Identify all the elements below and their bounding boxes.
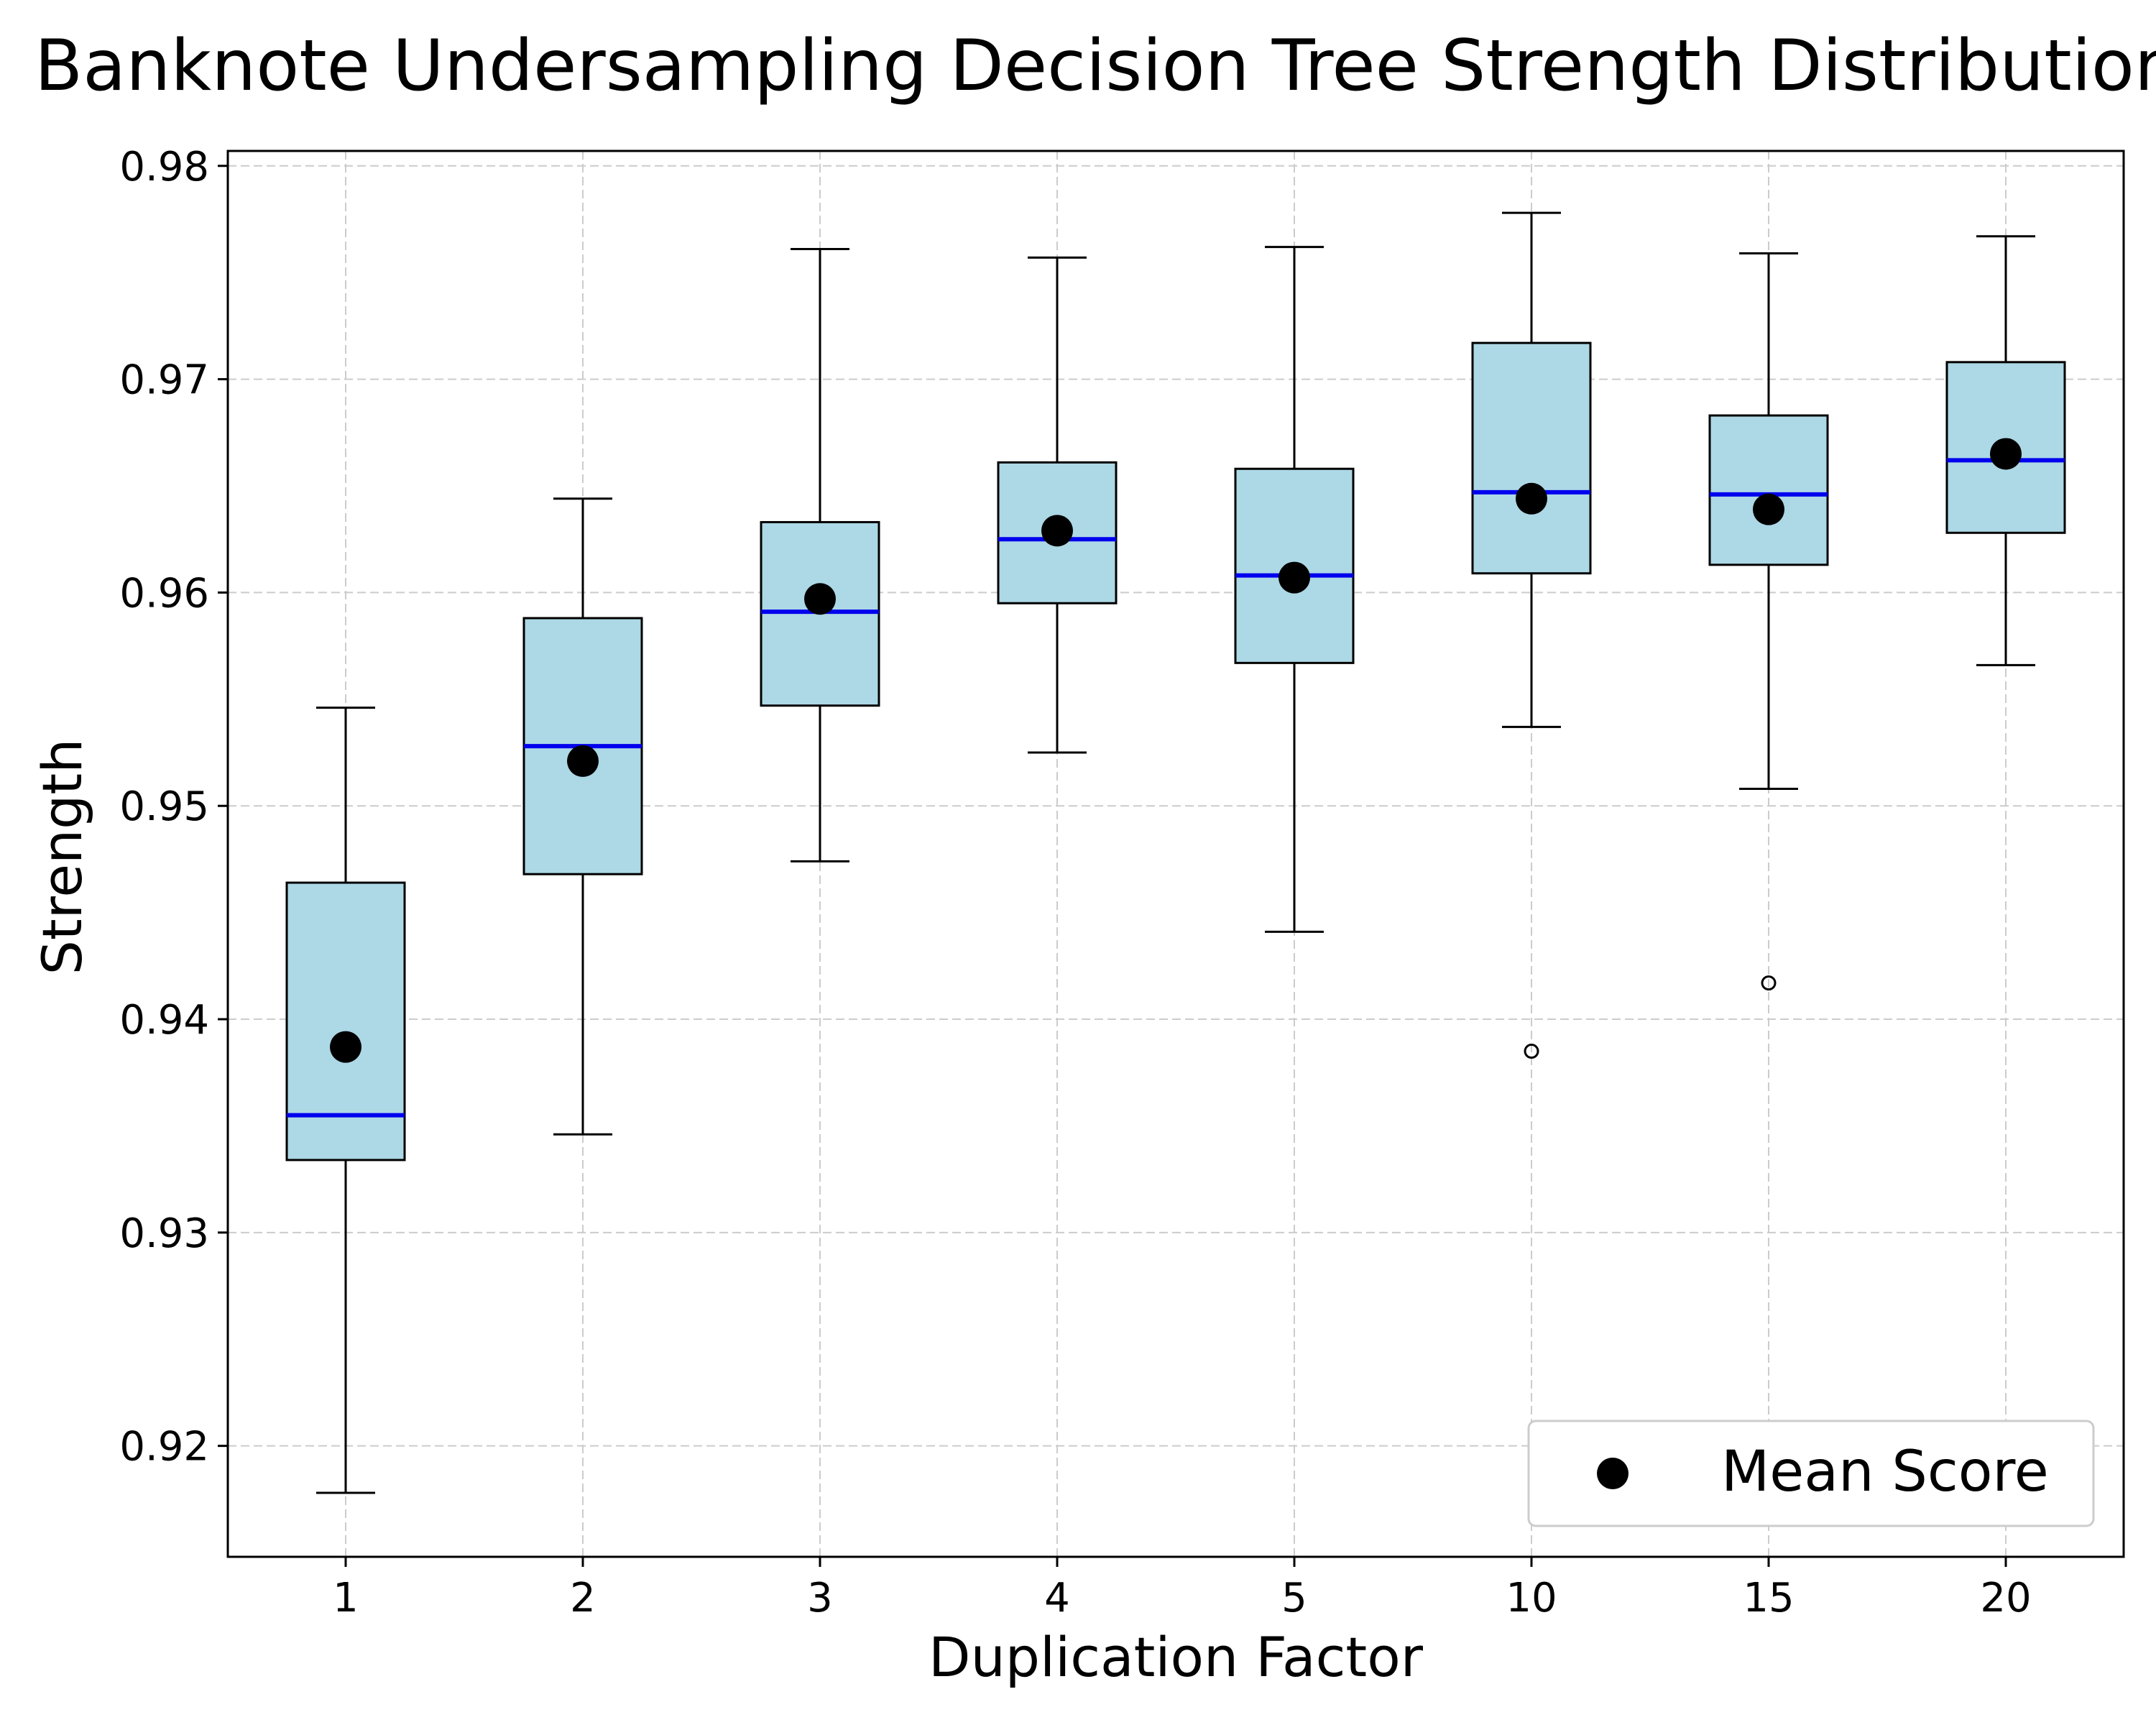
x-tick-label: 15 xyxy=(1743,1575,1794,1622)
legend-mean-marker xyxy=(1597,1458,1628,1489)
x-tick-label: 3 xyxy=(807,1575,833,1622)
box-group-1 xyxy=(285,707,406,1494)
y-tick-label: 0.98 xyxy=(119,144,209,190)
mean-marker xyxy=(1516,482,1547,515)
x-axis-title: Duplication Factor xyxy=(929,1625,1424,1689)
chart-title: Banknote Undersampling Decision Tree Str… xyxy=(34,25,2156,107)
box-group-2 xyxy=(522,497,643,1136)
legend-label: Mean Score xyxy=(1721,1440,2049,1504)
x-tick-label: 5 xyxy=(1281,1575,1307,1622)
y-tick-label: 0.97 xyxy=(119,357,209,404)
x-tick-label: 20 xyxy=(1980,1575,2031,1622)
x-tick-label: 4 xyxy=(1044,1575,1070,1622)
box-iqr xyxy=(1708,414,1829,566)
mean-marker xyxy=(1279,561,1310,594)
x-tick-label: 10 xyxy=(1506,1575,1557,1622)
y-tick-label: 0.95 xyxy=(119,783,209,830)
grid-layer xyxy=(228,151,2124,1557)
box-group-3 xyxy=(760,248,880,862)
x-tick-label: 2 xyxy=(570,1575,596,1622)
mean-marker xyxy=(567,745,599,777)
outlier-point xyxy=(1761,975,1777,991)
mean-marker xyxy=(1990,438,2022,470)
box-iqr xyxy=(285,881,406,1162)
y-tick-label: 0.94 xyxy=(119,997,209,1044)
y-tick-label: 0.93 xyxy=(119,1210,209,1257)
box-iqr xyxy=(1471,341,1592,575)
box-group-5 xyxy=(1234,246,1355,933)
box-group-4 xyxy=(997,256,1118,754)
x-axis: 1 2 3 4 5 10 15 20 xyxy=(333,1557,2032,1622)
y-axis-title: Strength xyxy=(30,739,94,975)
mean-marker xyxy=(1753,493,1784,525)
x-tick-label: 1 xyxy=(333,1575,359,1622)
outlier-point xyxy=(1524,1044,1539,1059)
box-group-15 xyxy=(1708,252,1829,991)
mean-marker xyxy=(330,1031,361,1063)
legend: Mean Score xyxy=(1527,1420,2095,1527)
boxes-layer xyxy=(285,211,2066,1494)
box-group-20 xyxy=(1945,235,2066,666)
y-axis: 0.92 0.93 0.94 0.95 0.96 0.97 0.98 xyxy=(119,144,228,1471)
mean-marker xyxy=(1041,515,1073,547)
plot-frame xyxy=(226,150,2125,1558)
box-group-10 xyxy=(1471,211,1592,1059)
mean-marker xyxy=(804,583,836,615)
legend-frame xyxy=(1527,1420,2095,1527)
y-tick-label: 0.92 xyxy=(119,1424,209,1471)
y-tick-label: 0.96 xyxy=(119,570,209,617)
